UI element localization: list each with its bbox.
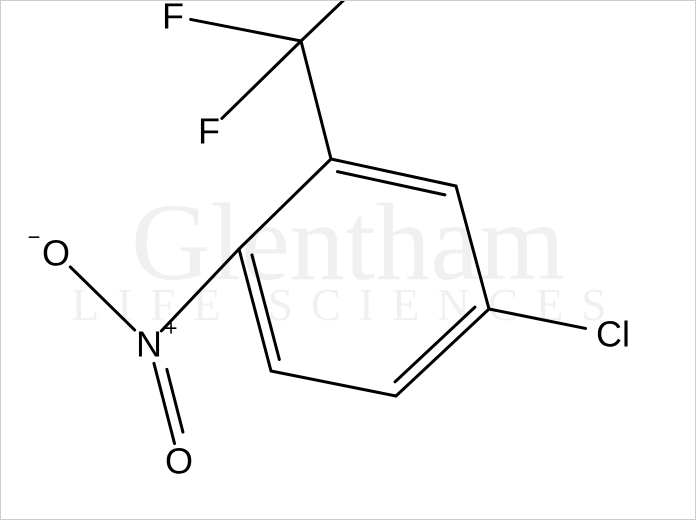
atom-label-F1: F	[162, 1, 184, 37]
atom-label-O2: O	[165, 441, 193, 482]
labels-layer: FFFClN+O−O	[28, 1, 630, 482]
bond	[70, 267, 134, 330]
atom-label-Cl: Cl	[596, 314, 630, 355]
figure-container: Glentham LIFE SCIENCES FFFClN+O−O	[0, 0, 696, 520]
bond	[337, 172, 444, 195]
atom-charge-O1: −	[28, 225, 41, 250]
bond	[271, 371, 396, 396]
bond	[396, 309, 489, 396]
bond	[489, 309, 586, 328]
bond	[395, 307, 475, 382]
bond	[154, 363, 175, 443]
bond	[191, 19, 301, 41]
atom-label-O1: O	[42, 233, 70, 274]
molecule-svg: FFFClN+O−O	[1, 1, 696, 520]
bond	[331, 159, 456, 186]
bonds-layer	[70, 1, 585, 444]
bond	[222, 41, 301, 118]
atom-label-F3: F	[198, 111, 220, 152]
bond	[252, 255, 279, 360]
bond	[239, 159, 331, 249]
bond	[456, 186, 489, 309]
atom-label-N: N	[136, 324, 162, 365]
bond	[301, 1, 380, 41]
bond	[301, 41, 331, 159]
atom-charge-N: +	[165, 316, 178, 341]
